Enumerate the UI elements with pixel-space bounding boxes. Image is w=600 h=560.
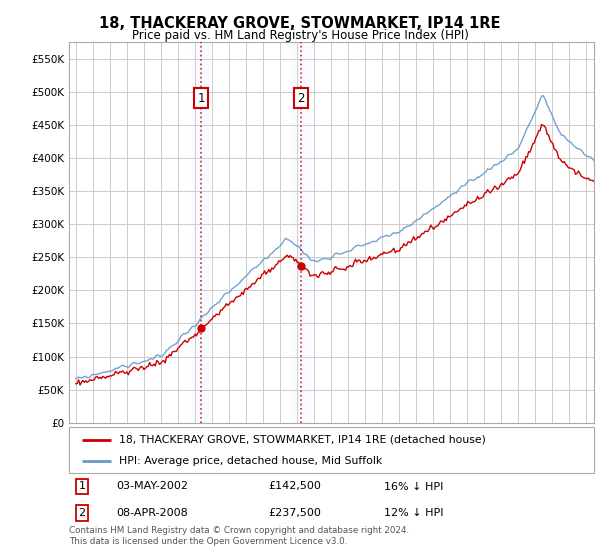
Text: 1: 1 [197,92,205,105]
Text: 08-APR-2008: 08-APR-2008 [116,508,188,518]
Text: 12% ↓ HPI: 12% ↓ HPI [384,508,443,518]
Text: Contains HM Land Registry data © Crown copyright and database right 2024.
This d: Contains HM Land Registry data © Crown c… [69,526,409,546]
Bar [191,42,211,423]
Text: 2: 2 [79,508,86,518]
Text: 1: 1 [79,482,86,492]
Text: HPI: Average price, detached house, Mid Suffolk: HPI: Average price, detached house, Mid … [119,456,382,466]
Bar [291,42,311,423]
Text: 18, THACKERAY GROVE, STOWMARKET, IP14 1RE: 18, THACKERAY GROVE, STOWMARKET, IP14 1R… [99,16,501,31]
Text: Price paid vs. HM Land Registry's House Price Index (HPI): Price paid vs. HM Land Registry's House … [131,29,469,42]
Text: £237,500: £237,500 [269,508,322,518]
Text: £142,500: £142,500 [269,482,322,492]
Text: 2: 2 [298,92,305,105]
Text: 03-MAY-2002: 03-MAY-2002 [116,482,188,492]
Text: 16% ↓ HPI: 16% ↓ HPI [384,482,443,492]
Text: 18, THACKERAY GROVE, STOWMARKET, IP14 1RE (detached house): 18, THACKERAY GROVE, STOWMARKET, IP14 1R… [119,435,486,445]
